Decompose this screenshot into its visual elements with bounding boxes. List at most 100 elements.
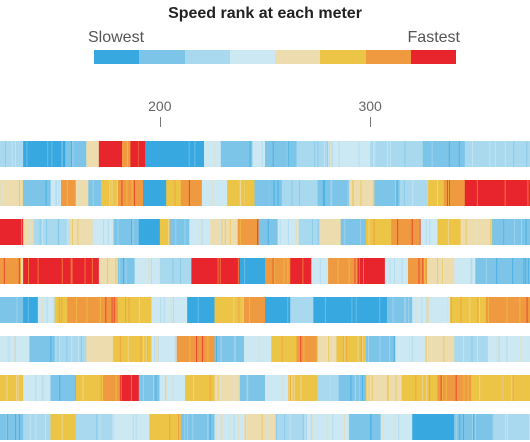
strip-texture — [142, 375, 144, 401]
strip-texture — [287, 141, 289, 167]
strip-texture — [419, 219, 421, 245]
strip-texture — [126, 180, 128, 206]
strip-texture — [443, 258, 445, 284]
strip-segment — [265, 258, 291, 284]
strip-texture — [396, 180, 398, 206]
strip-texture — [426, 375, 428, 401]
strip-segment — [176, 141, 205, 167]
strip-texture — [272, 258, 274, 284]
strip-texture — [351, 297, 353, 323]
strip-texture — [100, 375, 102, 401]
strip-texture — [19, 414, 21, 440]
strip-texture — [373, 219, 375, 245]
strip-texture — [59, 375, 61, 401]
strip-texture — [45, 414, 47, 440]
strip-segment — [0, 219, 24, 245]
strip-texture — [39, 219, 41, 245]
strip-texture — [465, 219, 467, 245]
strip-row-6 — [0, 336, 530, 362]
strip-segment — [159, 219, 171, 245]
strip-segment — [86, 141, 100, 167]
strip-texture — [366, 375, 368, 401]
strip-texture — [42, 219, 44, 245]
strip-texture — [441, 375, 443, 401]
strip-texture — [327, 414, 329, 440]
strip-segment — [365, 219, 392, 245]
strip-segment — [143, 180, 167, 206]
strip-texture — [492, 414, 494, 440]
strip-texture — [387, 141, 389, 167]
strip-texture — [397, 219, 399, 245]
strip-texture — [146, 336, 148, 362]
strip-texture — [424, 258, 426, 284]
strip-texture — [475, 219, 477, 245]
strip-segment — [117, 258, 136, 284]
strip-texture — [302, 258, 304, 284]
strip-segment — [265, 141, 298, 167]
strip-texture — [196, 258, 198, 284]
strip-segment — [492, 414, 530, 440]
strip-texture — [512, 180, 514, 206]
strip-texture — [71, 219, 73, 245]
strip-segment — [424, 336, 455, 362]
strip-texture — [330, 180, 332, 206]
strip-segment — [239, 375, 266, 401]
strip-texture — [53, 297, 55, 323]
strip-texture — [4, 141, 6, 167]
strip-texture — [111, 141, 113, 167]
strip-segment — [298, 219, 321, 245]
strip-texture — [276, 414, 278, 440]
strip-texture — [58, 336, 60, 362]
strip-texture — [387, 375, 389, 401]
strip-segment — [317, 180, 350, 206]
strip-texture — [447, 219, 449, 245]
strip-segment — [290, 297, 314, 323]
strip-texture — [488, 297, 490, 323]
strip-texture — [323, 141, 325, 167]
legend-swatch-4 — [275, 50, 321, 64]
strip-texture — [511, 375, 513, 401]
strip-texture — [197, 297, 199, 323]
strip-texture — [174, 180, 176, 206]
strip-segment — [75, 375, 104, 401]
strip-texture — [429, 219, 431, 245]
strip-texture — [371, 375, 373, 401]
strip-texture — [268, 180, 270, 206]
strip-texture — [70, 141, 72, 167]
strip-texture — [78, 336, 80, 362]
strip-texture — [221, 414, 223, 440]
strip-segment — [113, 219, 140, 245]
strip-texture — [394, 180, 396, 206]
strip-texture — [279, 219, 281, 245]
strip-segment — [296, 336, 319, 362]
strip-texture — [409, 336, 411, 362]
strip-texture — [28, 258, 30, 284]
strip-texture — [503, 219, 505, 245]
strip-texture — [119, 336, 121, 362]
strip-texture — [525, 258, 527, 284]
strip-texture — [22, 180, 24, 206]
strip-texture — [45, 180, 47, 206]
strip-texture — [273, 258, 275, 284]
strip-texture — [156, 336, 158, 362]
strip-texture — [239, 180, 241, 206]
strip-segment — [450, 297, 487, 323]
strip-texture — [347, 180, 349, 206]
strip-texture — [123, 258, 125, 284]
strip-segment — [391, 219, 422, 245]
strip-texture — [394, 258, 396, 284]
strip-texture — [214, 141, 216, 167]
strip-texture — [233, 375, 235, 401]
strip-texture — [6, 414, 8, 440]
strip-texture — [322, 180, 324, 206]
strip-segment — [50, 375, 77, 401]
strip-texture — [188, 180, 190, 206]
strip-texture — [215, 414, 217, 440]
strip-texture — [425, 219, 427, 245]
strip-segment — [201, 180, 228, 206]
strip-texture — [172, 375, 174, 401]
strip-segment — [75, 414, 115, 440]
strip-texture — [330, 141, 332, 167]
strip-texture — [257, 219, 259, 245]
strip-texture — [184, 219, 186, 245]
